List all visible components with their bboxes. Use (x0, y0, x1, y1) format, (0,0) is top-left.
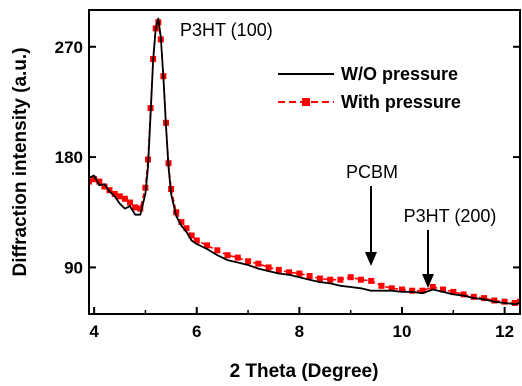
with-pressure-point (111, 190, 118, 197)
plot-frame (88, 9, 521, 315)
with-pressure-point (116, 193, 123, 200)
with-pressure-point (188, 232, 195, 239)
with-pressure-point (214, 247, 221, 254)
x-tick-label: 8 (295, 322, 304, 341)
x-axis-title: 2 Theta (Degree) (230, 361, 379, 382)
with-pressure-point (378, 282, 385, 289)
annotation-p3ht-200: P3HT (200) (404, 206, 497, 226)
with-pressure-point (89, 178, 92, 185)
with-pressure-point (204, 242, 210, 249)
with-pressure-point (501, 298, 508, 305)
legend-marker-with-pressure (302, 98, 310, 106)
series-layer (89, 17, 520, 306)
with-pressure-point (286, 269, 293, 276)
legend-label-with-pressure: With pressure (341, 92, 461, 112)
with-pressure-point (357, 276, 364, 283)
with-pressure-point (388, 285, 395, 292)
with-pressure-point (132, 204, 139, 211)
y-tick-label: 270 (55, 38, 83, 57)
with-pressure-point (296, 270, 303, 277)
with-pressure-point (121, 195, 128, 202)
x-tick-label: 6 (192, 322, 201, 341)
with-pressure-point (193, 237, 200, 244)
y-tick-label: 180 (55, 148, 83, 167)
ticks-layer: 4 6 8 10 12 90 180 270 (55, 38, 520, 341)
with-pressure-point (96, 178, 103, 185)
with-pressure-point (327, 276, 334, 283)
with-pressure-point (399, 286, 405, 293)
with-pressure-point (470, 293, 477, 300)
with-pressure-point (224, 252, 231, 259)
series-line-wo-pressure (89, 17, 520, 306)
with-pressure-point (275, 266, 282, 273)
with-pressure-point (419, 287, 426, 294)
with-pressure-point (306, 273, 313, 279)
with-pressure-point (511, 300, 518, 306)
with-pressure-point (440, 286, 446, 293)
with-pressure-point (127, 199, 133, 206)
legend: W/O pressure With pressure (278, 64, 461, 112)
x-tick-label: 4 (89, 322, 99, 341)
with-pressure-point (234, 254, 241, 261)
with-pressure-point (101, 183, 108, 190)
with-pressure-point (137, 205, 144, 212)
with-pressure-point (316, 275, 323, 282)
with-pressure-point (460, 291, 467, 298)
x-tick-label: 12 (495, 322, 514, 341)
with-pressure-point (178, 219, 185, 226)
with-pressure-point (517, 298, 520, 305)
annotation-pcbm: PCBM (346, 162, 398, 182)
with-pressure-point (245, 258, 252, 265)
with-pressure-point (337, 276, 344, 283)
with-pressure-point (481, 295, 488, 302)
with-pressure-point (491, 297, 498, 304)
with-pressure-point (429, 284, 436, 290)
p3ht-200-arrow-icon (422, 230, 434, 288)
y-tick-label: 90 (64, 258, 83, 277)
x-tick-label: 10 (393, 322, 412, 341)
with-pressure-point (265, 264, 272, 271)
with-pressure-point (450, 288, 457, 295)
with-pressure-point (183, 225, 190, 232)
annotations: P3HT (100) PCBM P3HT (200) (180, 20, 496, 288)
pcbm-arrow-icon (365, 186, 377, 266)
with-pressure-point (347, 274, 354, 281)
with-pressure-point (368, 277, 375, 284)
with-pressure-point (409, 287, 416, 294)
legend-label-wo-pressure: W/O pressure (341, 64, 458, 84)
annotation-p3ht-100: P3HT (100) (180, 20, 273, 40)
with-pressure-point (91, 176, 98, 183)
y-axis-title: Diffraction intensity (a.u.) (10, 47, 31, 276)
with-pressure-point (255, 260, 262, 267)
